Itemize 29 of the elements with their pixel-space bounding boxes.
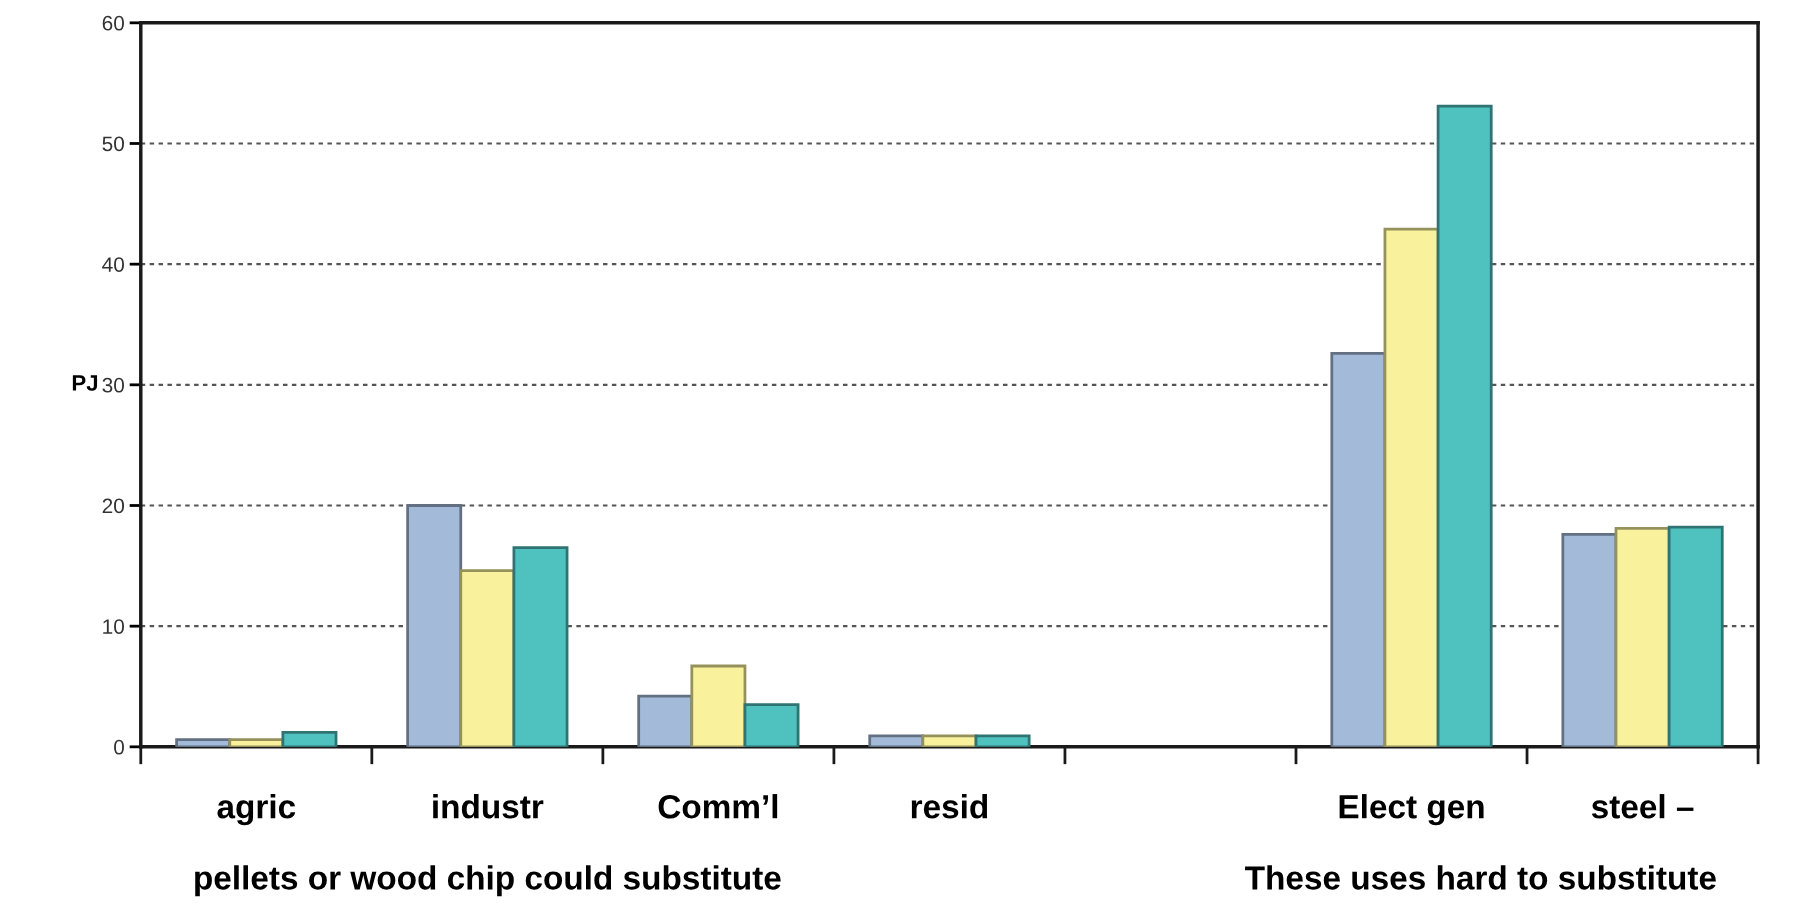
bar <box>1614 527 1671 747</box>
y-tick-label: 0 <box>114 739 124 755</box>
y-axis-title: PJ <box>72 375 98 391</box>
bar <box>459 569 516 747</box>
bar <box>1561 533 1618 747</box>
bar <box>1383 227 1440 747</box>
x-tick-label: steel – <box>1591 794 1694 819</box>
bar <box>512 546 569 747</box>
bar <box>974 734 1031 747</box>
x-tick-label: Elect gen <box>1339 794 1484 826</box>
y-tick-label: 60 <box>102 15 125 31</box>
bar <box>1330 352 1387 747</box>
y-tick-label: 20 <box>102 498 125 514</box>
y-tick-label: 50 <box>102 136 125 152</box>
y-tick-label: 30 <box>102 377 125 393</box>
x-tick-label: Comm’l <box>658 794 778 819</box>
y-tick-label: 10 <box>103 619 125 634</box>
bar <box>1436 104 1493 747</box>
bar <box>690 664 747 747</box>
text: pellets or wood chip could substitute <box>195 865 781 897</box>
text: These uses hard to substitute <box>1245 865 1716 890</box>
bar <box>281 730 338 747</box>
y-tick-label: 40 <box>102 257 125 272</box>
x-tick-label: industr <box>433 794 544 819</box>
bar <box>1667 525 1724 747</box>
bar <box>406 504 463 747</box>
x-tick-label: resid <box>911 794 988 819</box>
bar <box>743 703 800 747</box>
x-tick-label: agric <box>217 794 296 826</box>
